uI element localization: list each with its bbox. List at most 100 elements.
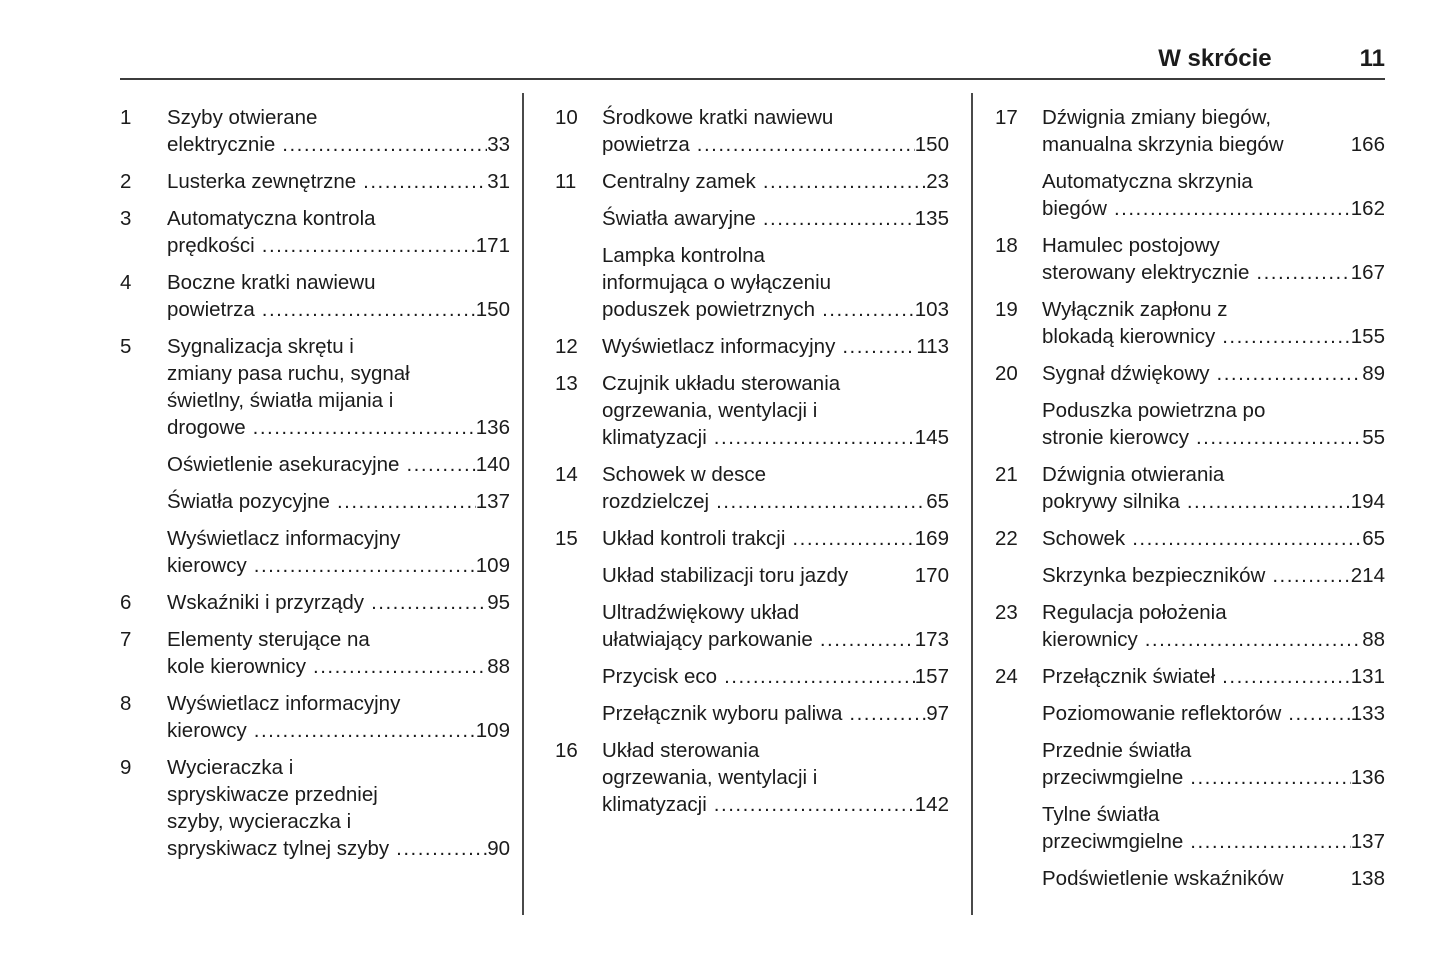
dot-leader: ........................................…: [1222, 325, 1351, 348]
entry-last-line: Poziomowanie reflektorów................…: [1042, 700, 1385, 727]
entry-title: Poziomowanie reflektorów: [1042, 702, 1282, 725]
entry-page-number: 113: [916, 335, 949, 358]
entry-body: Układ sterowania ogrzewania, wentylacji i…: [602, 737, 949, 818]
entry-title: Schowek: [1042, 527, 1126, 550]
entry-body: Przełącznik świateł.....................…: [1042, 663, 1385, 690]
entry-number: 22: [995, 527, 1018, 550]
entry-number: 9: [120, 756, 132, 779]
entry-number: 23: [995, 601, 1018, 624]
entry-text-line: Wyświetlacz informacyjny: [167, 527, 401, 550]
entry-title: Centralny zamek: [602, 170, 756, 193]
dot-leader: ........................................…: [396, 837, 487, 860]
entry-page-number: 194: [1350, 490, 1385, 513]
entry-body: Skrzynka bezpieczników..................…: [1042, 562, 1385, 589]
entry-page-number: 170: [914, 564, 949, 587]
dot-leader: ........................................…: [724, 665, 915, 688]
entry-body: Wskaźniki i przyrządy...................…: [167, 589, 510, 616]
entry-last-line: Światła pozycyjne.......................…: [167, 488, 510, 515]
entry-body: Tylne światła przeciwmgielne.............…: [1042, 801, 1385, 855]
entry-title: kierownicy: [1042, 628, 1138, 651]
entry-last-line: powietrza...............................…: [602, 131, 949, 158]
entry-last-line: kole kierownicy.........................…: [167, 653, 510, 680]
entry-body: Dźwignia zmiany biegów, manualna skrzynia…: [1042, 104, 1385, 158]
entry-body: Wyświetlacz informacyjny kierowcy........…: [167, 525, 510, 579]
toc-entry: 15 Układ kontroli trakcji................…: [555, 525, 949, 552]
entry-title: Światła awaryjne: [602, 207, 756, 230]
entry-title: Wyświetlacz informacyjny: [602, 335, 836, 358]
entry-page-number: 169: [914, 527, 949, 550]
dot-leader: ........................................…: [819, 628, 915, 651]
entry-last-line: elektrycznie............................…: [167, 131, 510, 158]
toc-entry: 23 Regulacja położenia kierownicy.........…: [995, 599, 1385, 653]
entry-last-line: Podświetlenie wskaźników 138: [1042, 865, 1385, 892]
entry-text-line: Sygnalizacja skrętu i: [167, 335, 354, 358]
entry-page-number: 150: [914, 133, 949, 156]
toc-entry: Skrzynka bezpieczników..................…: [995, 562, 1385, 589]
toc-entry: 16 Układ sterowania ogrzewania, wentylacji…: [555, 737, 949, 818]
entry-body: Przełącznik wyboru paliwa...............…: [602, 700, 949, 727]
entry-number: 4: [120, 271, 132, 294]
dot-leader: ........................................…: [1195, 426, 1362, 449]
dot-leader: ........................................…: [253, 554, 476, 577]
entry-text-line: Poduszka powietrzna po: [1042, 399, 1266, 422]
entry-page-number: 157: [914, 665, 949, 688]
entry-last-line: przeciwmgielne..........................…: [1042, 828, 1385, 855]
entry-body: Lusterka zewnętrzne.....................…: [167, 168, 510, 195]
entry-title: Przełącznik świateł: [1042, 665, 1216, 688]
entry-text-line: Lampka kontrolna: [602, 244, 765, 267]
entry-page-number: 138: [1350, 867, 1385, 890]
entry-number: 19: [995, 298, 1018, 321]
toc-entry: 4 Boczne kratki nawiewu powietrza.........…: [120, 269, 510, 323]
toc-entry: Tylne światła przeciwmgielne.............…: [995, 801, 1385, 855]
entry-title: przeciwmgielne: [1042, 830, 1184, 853]
entry-number: [120, 525, 167, 579]
entry-page-number: 131: [1350, 665, 1385, 688]
toc-entry: 14 Schowek w desce rozdzielczej...........…: [555, 461, 949, 515]
page-header: W skrócie 11: [120, 42, 1385, 76]
dot-leader: ........................................…: [1256, 261, 1350, 284]
toc-entry: 7 Elementy sterujące na kole kierownicy...…: [120, 626, 510, 680]
dot-leader: ........................................…: [282, 133, 487, 156]
entry-title: Układ kontroli trakcji: [602, 527, 786, 550]
dot-leader: ........................................…: [762, 170, 926, 193]
entry-number: 12: [555, 335, 578, 358]
entry-text-line: Dźwignia otwierania: [1042, 463, 1225, 486]
entry-page-number: 97: [926, 702, 949, 725]
entry-number: [555, 562, 602, 589]
dot-leader: ........................................…: [252, 416, 476, 439]
dot-leader: ........................................…: [696, 133, 915, 156]
toc-entry: Lampka kontrolna informująca o wyłączeniu…: [555, 242, 949, 323]
entry-body: Oświetlenie asekuracyjne................…: [167, 451, 510, 478]
dot-leader: ........................................…: [713, 793, 915, 816]
toc-entry: 18 Hamulec postojowy sterowany elektryczni…: [995, 232, 1385, 286]
entry-title: biegów: [1042, 197, 1107, 220]
entry-text-line: szyby, wycieraczka i: [167, 810, 352, 833]
entry-body: Układ kontroli trakcji..................…: [602, 525, 949, 552]
entry-body: Hamulec postojowy sterowany elektrycznie.…: [1042, 232, 1385, 286]
entry-page-number: 166: [1350, 133, 1385, 156]
entry-body: Wyłącznik zapłonu z blokadą kierownicy...…: [1042, 296, 1385, 350]
entry-body: Poziomowanie reflektorów................…: [1042, 700, 1385, 727]
entry-body: Sygnał dźwiękowy........................…: [1042, 360, 1385, 387]
entry-page-number: 137: [475, 490, 510, 513]
entry-title: Oświetlenie asekuracyjne: [167, 453, 400, 476]
entry-number: 3: [120, 207, 132, 230]
entry-last-line: blokadą kierownicy......................…: [1042, 323, 1385, 350]
toc-entry: 2 Lusterka zewnętrzne....................…: [120, 168, 510, 195]
entry-text-line: Ultradźwiękowy układ: [602, 601, 800, 624]
entry-page-number: 150: [475, 298, 510, 321]
toc-entry: Przednie światła przeciwmgielne..........…: [995, 737, 1385, 791]
entry-number: [995, 562, 1042, 589]
toc-entry: Poziomowanie reflektorów................…: [995, 700, 1385, 727]
entry-title: elektrycznie: [167, 133, 276, 156]
toc-entry: 1 Szyby otwierane elektrycznie............…: [120, 104, 510, 158]
toc-entry: 24 Przełącznik świateł...................…: [995, 663, 1385, 690]
toc-entry: 6 Wskaźniki i przyrządy..................…: [120, 589, 510, 616]
column-divider: [971, 93, 973, 915]
entry-body: Poduszka powietrzna po stronie kierowcy..…: [1042, 397, 1385, 451]
entry-number: 18: [995, 234, 1018, 257]
toc-entry: 11 Centralny zamek.......................…: [555, 168, 949, 195]
dot-leader: ........................................…: [849, 702, 927, 725]
entry-page-number: 173: [914, 628, 949, 651]
